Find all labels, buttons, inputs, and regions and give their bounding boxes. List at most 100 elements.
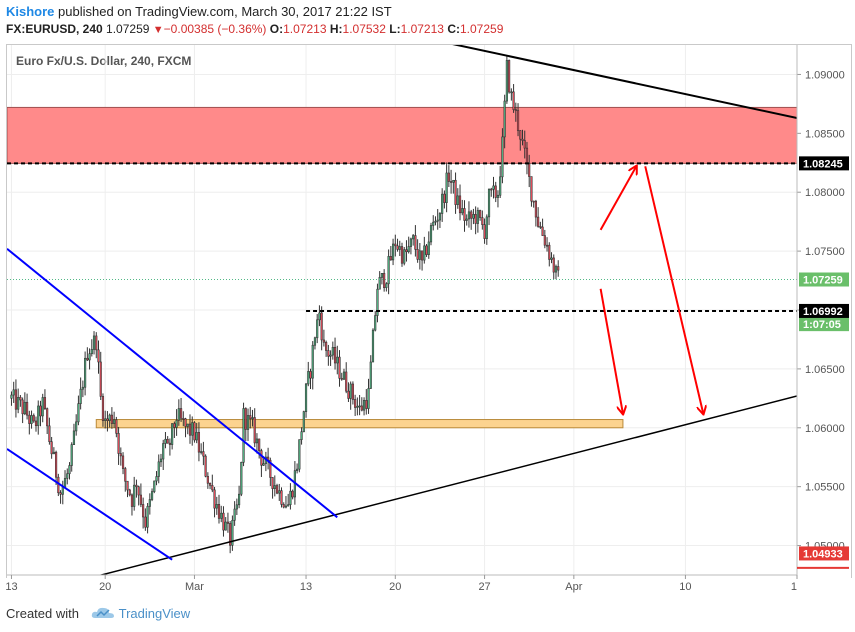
candle-body: [222, 512, 225, 531]
candle-body: [175, 420, 178, 428]
candle-body: [548, 244, 551, 260]
candle-body: [39, 405, 42, 417]
tradingview-brand-link[interactable]: TradingView: [118, 606, 191, 621]
candle-body: [168, 442, 171, 445]
candle-body: [429, 225, 433, 243]
candle-body: [182, 417, 185, 420]
x-tick-label: 13: [300, 581, 312, 593]
candle-body: [403, 249, 406, 264]
candle-body: [269, 459, 272, 478]
candle-body: [282, 504, 285, 508]
candle-body: [159, 458, 163, 463]
author-name[interactable]: Kishore: [6, 4, 55, 19]
ohlc-bar: FX:EURUSD, 240 1.07259 ▼−0.00385 (−0.36%…: [6, 22, 503, 36]
channel-upper: [7, 247, 338, 519]
candle-body: [75, 421, 78, 432]
candle-body: [454, 179, 457, 205]
price-label: 1.06992: [803, 306, 843, 318]
candle-body: [340, 378, 343, 380]
candle-body: [275, 485, 279, 494]
candle-body: [260, 450, 263, 466]
candle-body: [46, 408, 49, 427]
candle-body: [309, 371, 312, 379]
candle-body: [43, 397, 47, 409]
candle-body: [59, 492, 62, 495]
candle-body: [545, 244, 549, 247]
candle-body: [316, 319, 319, 339]
tradingview-cloud-icon[interactable]: [91, 606, 115, 623]
candle-body: [171, 423, 174, 445]
candle-body: [423, 245, 426, 261]
candle-body: [240, 461, 243, 495]
open-value: 1.07213: [283, 22, 327, 36]
x-tick-label: 20: [389, 581, 401, 593]
candle-body: [387, 256, 390, 285]
candle-body: [291, 490, 294, 498]
low-value: 1.07213: [400, 22, 444, 36]
candle-body: [97, 349, 100, 363]
candle-body: [550, 257, 553, 260]
candle-body: [521, 138, 524, 141]
candle-body: [262, 463, 265, 466]
candle-body: [505, 60, 508, 102]
candle-body: [164, 438, 167, 444]
symbol-label: FX:EURUSD, 240: [6, 22, 103, 36]
candle-body: [14, 389, 18, 410]
price-label-bg: [799, 303, 849, 318]
down-triangle-icon: ▼: [152, 24, 164, 36]
price-label: 1.04933: [803, 548, 843, 560]
candle-body: [150, 491, 154, 500]
candle-body: [447, 172, 450, 182]
candle-body: [519, 130, 522, 140]
candle-body: [246, 415, 250, 430]
candle-body: [81, 386, 84, 390]
candle-body: [371, 329, 375, 363]
candle-body: [37, 405, 40, 427]
candle-body: [213, 489, 216, 509]
candle-body: [101, 396, 105, 421]
candle-body: [19, 396, 22, 401]
candle-body: [195, 432, 198, 441]
candle-body: [356, 405, 359, 408]
y-tick-label: 1.07500: [805, 246, 845, 258]
candle-body: [92, 335, 96, 350]
candle-body: [244, 408, 247, 430]
candle-body: [322, 339, 325, 343]
candle-body: [52, 451, 55, 455]
candle-body: [325, 341, 328, 351]
candle-body: [41, 397, 44, 417]
candle-body: [443, 193, 446, 203]
candle-body: [184, 418, 187, 427]
candle-body: [376, 288, 379, 316]
candle-body: [412, 235, 415, 240]
channel-lower: [7, 448, 173, 561]
change-value: −0.00385 (−0.36%): [163, 22, 267, 36]
candle-body: [66, 473, 69, 479]
candle-body: [499, 176, 502, 196]
candle-body: [99, 361, 102, 397]
candle-body: [461, 208, 464, 214]
candle-body: [304, 383, 308, 412]
ascending-trendline: [98, 395, 797, 575]
candle-body: [405, 249, 408, 253]
candle-body: [342, 371, 346, 380]
candle-body: [360, 405, 363, 411]
candle-body: [490, 188, 493, 191]
candle-body: [514, 109, 517, 111]
candle-body: [383, 273, 386, 288]
candle-body: [418, 250, 421, 260]
candle-body: [496, 194, 500, 198]
footer: Created with TradingView: [6, 606, 190, 623]
candle-body: [113, 419, 116, 424]
candle-body: [347, 390, 350, 399]
candle-body: [251, 417, 254, 419]
candle-body: [476, 210, 479, 224]
candle-body: [434, 220, 437, 223]
candle-body: [510, 91, 513, 94]
y-tick-label: 1.05500: [805, 482, 845, 494]
candle-body: [289, 490, 292, 505]
y-tick-label: 1.09000: [805, 69, 845, 81]
candle-body: [494, 185, 497, 198]
candle-body: [70, 444, 73, 466]
